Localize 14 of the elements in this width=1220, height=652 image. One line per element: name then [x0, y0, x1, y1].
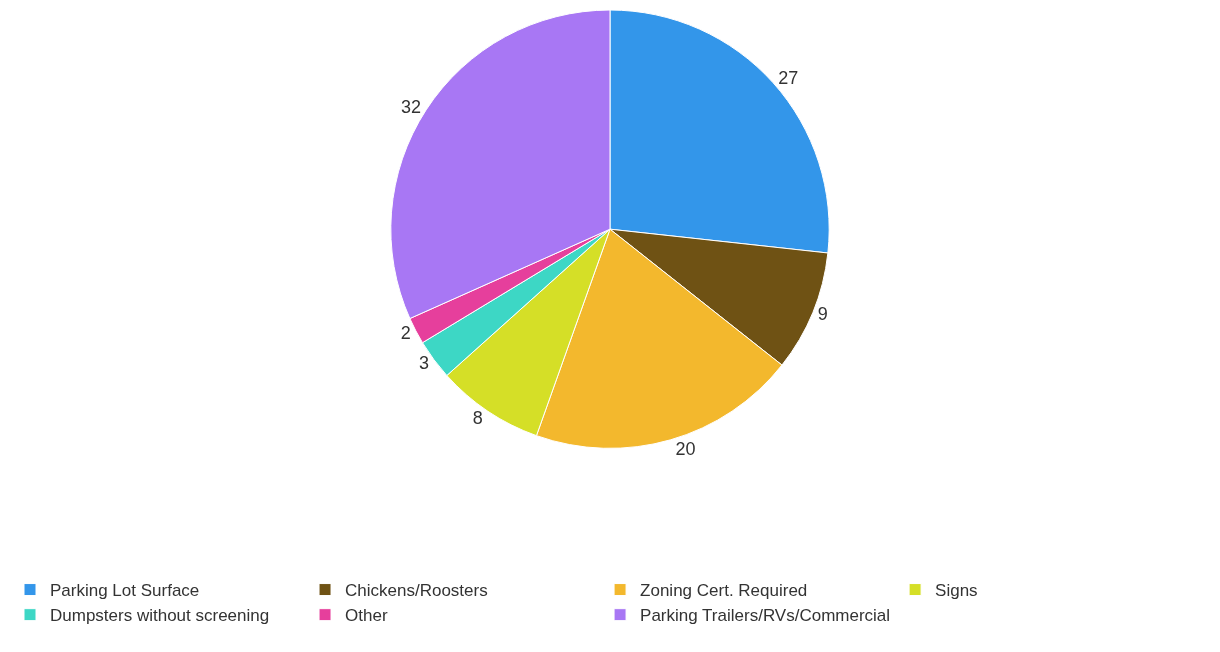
- legend-label: Signs: [935, 581, 978, 601]
- data-label: 2: [400, 322, 411, 343]
- legend-label: Parking Trailers/RVs/Commercial: [640, 606, 891, 626]
- data-label: 27: [778, 68, 799, 89]
- legend-label: Chickens/Roosters: [345, 581, 488, 601]
- data-label: 32: [401, 96, 422, 117]
- data-label: 8: [472, 408, 483, 429]
- legend-label: Dumpsters without screening: [50, 606, 270, 626]
- legend-label: Zoning Cert. Required: [640, 581, 808, 601]
- legend-label: Other: [345, 606, 388, 626]
- data-label: 3: [418, 353, 429, 374]
- data-label: 9: [817, 303, 828, 324]
- legend-label: Parking Lot Surface: [50, 581, 200, 601]
- data-label: 20: [675, 439, 696, 460]
